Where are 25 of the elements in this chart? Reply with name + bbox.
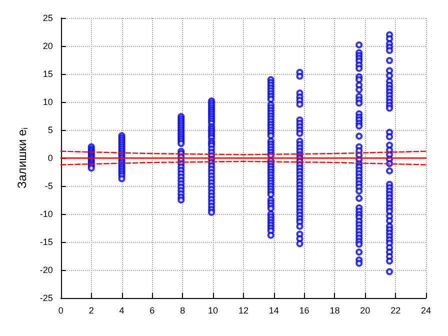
x-tick-label: 24 [420, 306, 432, 316]
y-tick-label: -25 [40, 293, 53, 303]
y-tick-label: 20 [42, 41, 53, 51]
x-tick-label: 10 [208, 306, 218, 316]
x-tick-label: 6 [150, 306, 155, 316]
y-tick-label: 10 [42, 97, 53, 107]
x-tick-label: 8 [180, 306, 186, 316]
x-tick-label: 18 [330, 306, 340, 316]
y-axis-title: Залишки ei [15, 127, 30, 188]
y-tick-label: -20 [40, 265, 53, 275]
x-tick-label: 4 [119, 306, 124, 316]
y-tick-label: 25 [42, 13, 53, 23]
x-tick-label: 12 [238, 306, 248, 316]
y-tick-label: -15 [40, 237, 53, 247]
y-tick-label: -5 [44, 181, 53, 191]
x-tick-label: 16 [299, 306, 310, 316]
x-tick-label: 14 [268, 306, 279, 316]
x-tick-label: 0 [58, 306, 64, 316]
y-tick-label: 15 [42, 69, 53, 79]
x-tick-label: 22 [390, 306, 401, 316]
x-tick-label: 2 [88, 306, 94, 316]
y-tick-label: 5 [48, 125, 53, 135]
y-tick-label: 0 [48, 153, 53, 163]
x-tick-label: 20 [360, 306, 370, 316]
y-tick-label: -10 [40, 209, 53, 219]
